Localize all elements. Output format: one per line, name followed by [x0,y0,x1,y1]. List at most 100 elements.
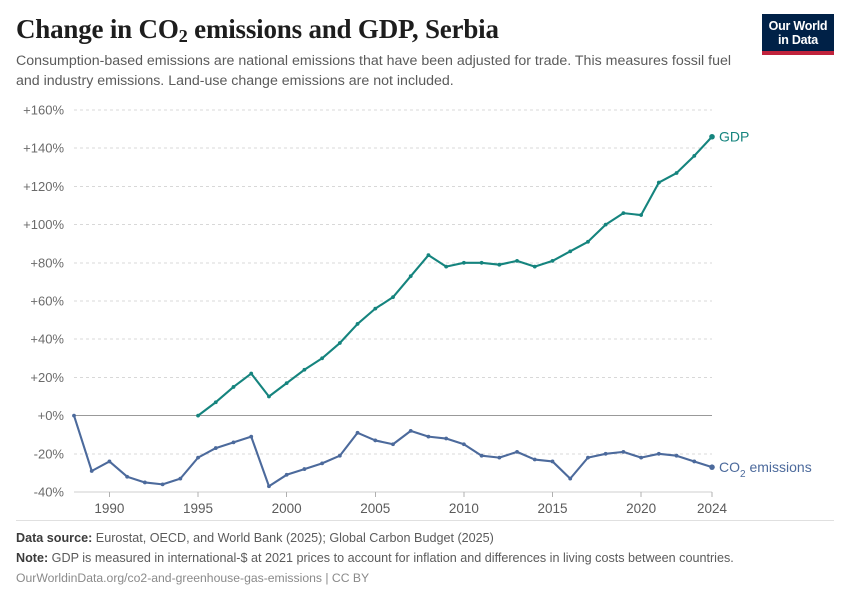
note-label: Note: [16,550,49,565]
gridlines [74,109,712,493]
data-point[interactable] [444,264,449,269]
data-point[interactable] [692,459,697,464]
series-label-gdp[interactable]: GDP [719,129,749,145]
data-point[interactable] [656,180,661,185]
data-point[interactable] [320,461,325,466]
data-point[interactable] [302,367,307,372]
y-axis-tick-label: +40% [30,332,64,347]
data-point[interactable] [355,430,360,435]
data-point[interactable] [568,249,573,254]
y-axis-tick-label: +20% [30,370,64,385]
data-point[interactable] [603,451,608,456]
data-point[interactable] [532,264,537,269]
data-point[interactable] [603,222,608,227]
series-end-marker [709,464,715,470]
data-point[interactable] [337,453,342,458]
data-point[interactable] [639,455,644,460]
y-axis-tick-label: +60% [30,294,64,309]
logo-line-2: in Data [778,33,818,47]
note-text: GDP is measured in international-$ at 20… [48,550,734,565]
data-point[interactable] [586,455,590,460]
data-point[interactable] [355,322,360,326]
data-point[interactable] [461,260,466,265]
y-axis-tick-label: +160% [23,103,64,118]
data-point[interactable] [213,400,218,405]
data-point[interactable] [586,239,590,244]
license-line[interactable]: OurWorldinData.org/co2-and-greenhouse-ga… [16,570,370,585]
y-axis-tick-label: +80% [30,255,64,270]
data-point[interactable] [550,258,555,263]
logo-line-1: Our World [768,19,828,33]
data-point[interactable] [656,451,661,456]
data-point[interactable] [515,258,519,263]
data-point[interactable] [89,469,94,473]
data-series [72,134,714,489]
y-axis-tick-label: -20% [34,446,65,461]
series-label-co2-emissions[interactable]: CO2 emissions [719,459,812,480]
x-axis-tick-label: 2024 [697,501,728,516]
data-point[interactable] [391,442,395,447]
data-point[interactable] [160,482,165,487]
data-point[interactable] [249,371,254,376]
data-point[interactable] [284,381,289,386]
data-point[interactable] [621,211,626,216]
data-point[interactable] [196,413,200,418]
data-point[interactable] [142,480,147,485]
data-point[interactable] [568,476,573,481]
data-point[interactable] [497,455,502,460]
data-point[interactable] [461,442,466,447]
y-axis-labels: -40% -20% +0% +20% +40% +60% +80% +100% +120% +14… [23,103,64,500]
data-point[interactable] [196,455,200,460]
data-point[interactable] [178,476,183,481]
data-point[interactable] [125,474,130,479]
data-point[interactable] [337,341,342,345]
data-point[interactable] [408,274,413,279]
x-axis-tick-label: 2000 [272,501,302,516]
chart-subtitle: Consumption-based emissions are national… [16,53,732,90]
data-point[interactable] [497,262,502,267]
data-point[interactable] [550,459,555,464]
data-point[interactable] [532,457,537,462]
data-point[interactable] [515,449,519,454]
data-point[interactable] [426,434,431,439]
data-point[interactable] [302,467,307,471]
data-source-label: Data source: [16,530,93,545]
data-point[interactable] [320,356,325,361]
data-point[interactable] [674,453,679,458]
data-point[interactable] [674,171,679,175]
chart-plot-area: -40% -20% +0% +20% +40% +60% +80% +100% +120% +14… [0,98,850,518]
data-point[interactable] [231,385,236,389]
x-axis-tick-label: 2015 [537,501,567,516]
data-point[interactable] [267,484,271,489]
data-point[interactable] [267,394,271,399]
page-title: Change in CO2 emissions and GDP, Serbia [16,12,834,46]
data-point[interactable] [621,449,626,454]
data-point[interactable] [391,295,395,300]
series-line-co2-emissions [72,414,714,488]
data-point[interactable] [426,253,431,258]
data-point[interactable] [408,428,413,433]
y-axis-tick-label: +0% [38,408,65,423]
data-point[interactable] [107,459,112,464]
data-point[interactable] [249,434,254,439]
data-point[interactable] [444,436,449,441]
x-axis-tick-label: 2020 [626,501,656,516]
data-point[interactable] [231,440,236,445]
data-point[interactable] [213,446,218,450]
data-point[interactable] [72,413,76,418]
series-line-gdp [197,135,714,417]
x-axis-tick-label: 2005 [360,501,390,516]
data-point[interactable] [284,472,289,477]
data-point[interactable] [479,453,484,458]
owid-logo[interactable]: Our World in Data [762,14,834,55]
data-point[interactable] [479,260,484,265]
data-point[interactable] [692,153,697,158]
data-point[interactable] [639,213,644,217]
y-axis-tick-label: -40% [34,485,65,500]
data-source-line: Data source: Eurostat, OECD, and World B… [16,529,834,549]
y-axis-tick-label: +120% [23,179,64,194]
data-point[interactable] [373,438,378,443]
data-point[interactable] [373,306,378,311]
title-suffix: emissions and GDP, Serbia [187,14,499,44]
